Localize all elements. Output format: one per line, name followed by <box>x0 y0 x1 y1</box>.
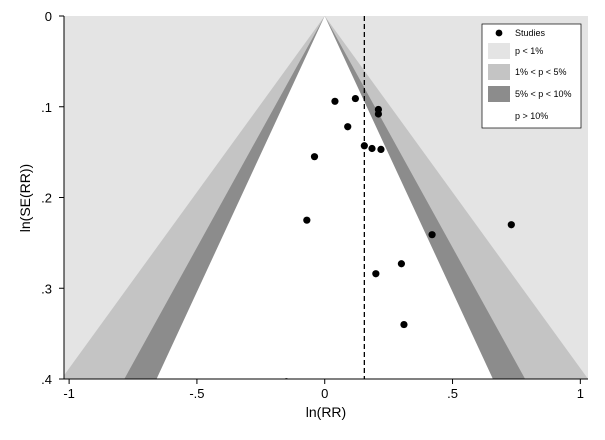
legend-swatch <box>488 64 510 80</box>
legend-label: 5% < p < 10% <box>515 89 572 99</box>
y-tick-label: .1 <box>41 100 52 115</box>
legend-studies-symbol <box>495 29 503 37</box>
study-point-3 <box>344 123 352 131</box>
study-point-1 <box>331 97 339 105</box>
study-points <box>284 94 515 379</box>
y-tick-label: .4 <box>41 372 52 387</box>
study-point-10 <box>303 216 311 224</box>
legend-label: p < 1% <box>515 46 543 56</box>
legend-label: 1% < p < 5% <box>515 67 567 77</box>
study-point-13 <box>397 260 406 268</box>
x-axis-title: ln(RR) <box>306 404 346 420</box>
study-point-11 <box>428 231 436 239</box>
legend-swatch <box>488 43 510 59</box>
x-tick-label: -.5 <box>189 386 204 401</box>
region-p-gt-10pct <box>156 16 493 379</box>
legend-swatch <box>488 86 510 102</box>
study-point-12 <box>507 221 515 229</box>
y-axis-title: ln(SE(RR)) <box>17 164 33 232</box>
y-tick-label: 0 <box>45 9 52 24</box>
study-point-15 <box>400 320 408 329</box>
study-point-6 <box>360 142 368 150</box>
x-tick-label: 0 <box>321 386 328 401</box>
legend-label: Studies <box>515 28 546 38</box>
study-point-7 <box>368 144 376 153</box>
legend: Studies p < 1% 1% < p < 5% 5% < p < 10% p > … <box>481 23 582 129</box>
y-tick-label: .3 <box>41 281 52 296</box>
y-axis-ticks: 0 .1 .2 .3 .4 <box>41 9 64 387</box>
study-point-8 <box>377 145 385 154</box>
x-tick-label: 1 <box>577 386 584 401</box>
y-tick-label: .2 <box>41 191 52 206</box>
x-tick-label: -1 <box>63 386 75 401</box>
study-point-9 <box>310 153 319 161</box>
legend-label: p > 10% <box>515 111 548 121</box>
study-point-5 <box>374 110 382 118</box>
study-point-14 <box>372 270 380 278</box>
x-tick-label: .5 <box>447 386 458 401</box>
x-axis-ticks: -1 -.5 0 .5 1 <box>63 379 584 401</box>
study-point-2 <box>351 94 359 103</box>
